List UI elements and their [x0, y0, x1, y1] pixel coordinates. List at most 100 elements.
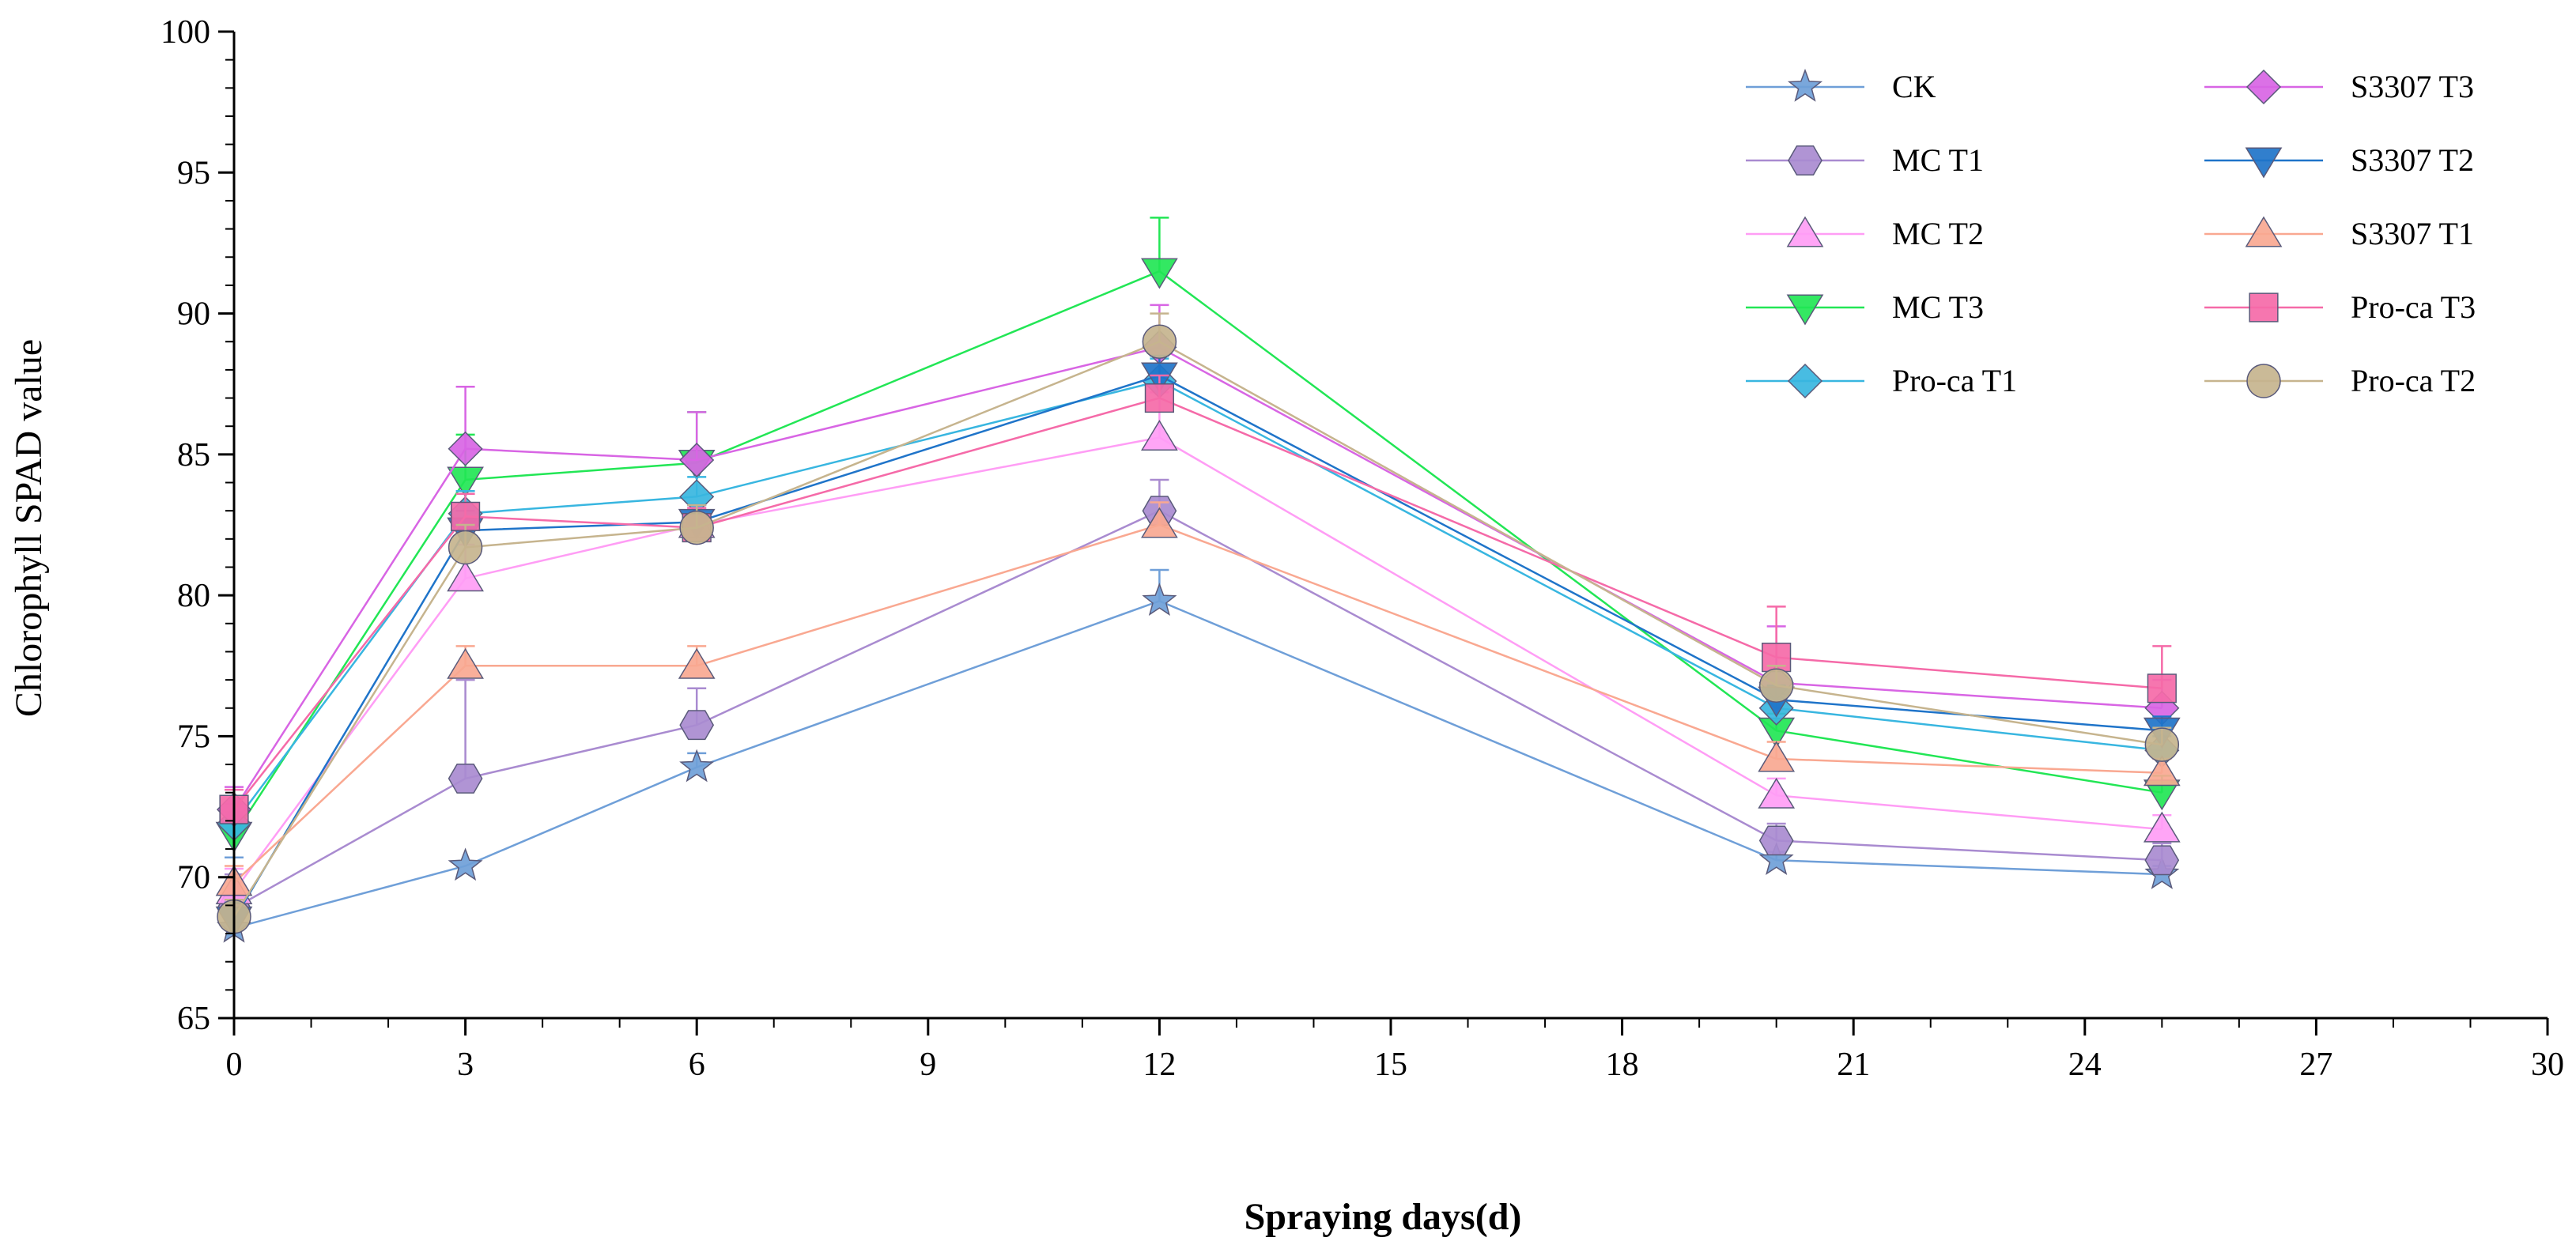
legend-marker: [2245, 147, 2283, 179]
data-point: [2143, 811, 2181, 843]
legend-item-s3307-t1: S3307 T1: [2204, 216, 2474, 251]
series-line-s3307-t3: [232, 346, 2162, 810]
x-tick-label: 9: [920, 1047, 936, 1083]
series-line-s3307-t1: [233, 523, 2162, 884]
data-point: [1141, 420, 1178, 451]
series-mc-t2: [215, 391, 2181, 905]
series-line-mc-t1: [233, 509, 2162, 909]
series-layer: [215, 217, 2181, 943]
data-point: [448, 763, 483, 794]
y-tick-label: 70: [177, 860, 210, 896]
legend-label: MC T2: [1892, 216, 1984, 251]
legend-item-ck: CK: [1746, 68, 1936, 104]
legend-label: MC T3: [1892, 289, 1984, 325]
legend-item-pro-ca-t3: Pro-ca T3: [2204, 289, 2476, 325]
x-tick-label: 3: [457, 1047, 474, 1083]
legend-marker: [2249, 292, 2279, 323]
data-point: [448, 530, 483, 565]
legend-item-s3307-t2: S3307 T2: [2204, 142, 2474, 179]
data-point: [1758, 668, 1794, 703]
y-tick-label: 80: [177, 578, 210, 614]
data-point: [2144, 845, 2180, 876]
series-s3307-t1: [215, 501, 2181, 896]
y-tick-label: 100: [161, 14, 210, 51]
data-point: [1141, 507, 1178, 538]
x-tick-label: 18: [1606, 1047, 1639, 1083]
data-point: [1142, 324, 1177, 359]
y-tick-label: 90: [177, 296, 210, 333]
data-point: [447, 560, 484, 592]
series-line-s3307-t2: [232, 374, 2162, 920]
y-ticks: 65 70 75 80 85 90 95 100: [161, 14, 234, 1037]
legend-marker: [1786, 216, 1824, 247]
x-ticks: 0 3 6 9 12 15 18 21 24 27 30: [226, 1018, 2564, 1083]
y-tick-label: 75: [177, 719, 210, 755]
legend-marker: [1786, 294, 1824, 326]
x-tick-label: 30: [2531, 1047, 2564, 1083]
legend-label: S3307 T1: [2351, 216, 2474, 251]
x-tick-label: 0: [226, 1047, 243, 1083]
x-tick-label: 21: [1837, 1047, 1870, 1083]
data-point: [447, 466, 484, 498]
series-line-mc-t3: [232, 270, 2162, 836]
legend-marker: [1787, 363, 1823, 399]
data-point: [1758, 777, 1796, 809]
series-pro-ca-t2: [217, 312, 2180, 934]
data-point: [679, 442, 715, 478]
legend-marker: [1788, 145, 1822, 175]
data-point: [678, 647, 716, 679]
series-line-pro-ca-t1: [232, 379, 2162, 824]
data-point: [448, 431, 483, 466]
series-line-pro-ca-t3: [233, 397, 2162, 810]
data-point: [679, 749, 715, 783]
legend-item-pro-ca-t2: Pro-ca T2: [2204, 363, 2476, 398]
legend-label: S3307 T3: [2351, 69, 2474, 104]
x-tick-label: 27: [2299, 1047, 2332, 1083]
legend-item-mc-t1: MC T1: [1746, 142, 1984, 178]
series-line-mc-t2: [232, 436, 2162, 892]
legend-label: Pro-ca T1: [1892, 363, 2017, 398]
x-tick-label: 15: [1374, 1047, 1407, 1083]
legend-marker: [2246, 69, 2282, 105]
y-axis-title: Chlorophyll SPAD value: [8, 339, 50, 717]
legend-item-mc-t2: MC T2: [1746, 216, 1984, 251]
y-tick-label: 65: [177, 1001, 210, 1037]
legend-marker: [2245, 216, 2283, 247]
legend-label: S3307 T2: [2351, 142, 2474, 178]
series-mc-t3: [215, 217, 2181, 853]
data-point: [679, 710, 715, 741]
x-axis-title: Spraying days(d): [1245, 1196, 1522, 1238]
series-ck: [216, 568, 2180, 943]
legend-label: CK: [1892, 69, 1936, 104]
series-line-ck: [233, 599, 2162, 930]
data-point: [2144, 727, 2180, 762]
data-point: [1762, 642, 1792, 673]
legend-label: Pro-ca T3: [2351, 289, 2476, 325]
legend-item-pro-ca-t1: Pro-ca T1: [1746, 363, 2017, 399]
y-tick-label: 85: [177, 437, 210, 473]
legend-marker: [1787, 68, 1823, 102]
series-s3307-t2: [215, 354, 2181, 937]
x-tick-label: 6: [689, 1047, 705, 1083]
data-point: [1758, 825, 1794, 856]
data-point: [447, 647, 484, 679]
legend-marker: [2246, 364, 2281, 398]
data-point: [1144, 383, 1174, 413]
data-point: [1758, 741, 1796, 772]
series-line-pro-ca-t2: [232, 340, 2162, 918]
legend: CK MC T1 MC T2 MC T3 Pro-ca T1 S3307 T3 S3307 …: [1746, 68, 2476, 399]
data-point: [2147, 673, 2177, 704]
data-point: [2143, 755, 2181, 787]
x-tick-label: 24: [2068, 1047, 2102, 1083]
axes: 0 3 6 9 12 15 18 21 24 27 30 65 70 75 80 85 90 95 100: [161, 14, 2564, 1083]
x-tick-label: 12: [1143, 1047, 1176, 1083]
series-pro-ca-t3: [219, 374, 2177, 824]
data-point: [1142, 583, 1177, 617]
y-tick-label: 95: [177, 155, 210, 191]
legend-label: Pro-ca T2: [2351, 363, 2476, 398]
data-point: [451, 501, 481, 531]
legend-item-s3307-t3: S3307 T3: [2204, 69, 2474, 105]
data-point: [1758, 842, 1794, 876]
legend-label: MC T1: [1892, 142, 1984, 178]
